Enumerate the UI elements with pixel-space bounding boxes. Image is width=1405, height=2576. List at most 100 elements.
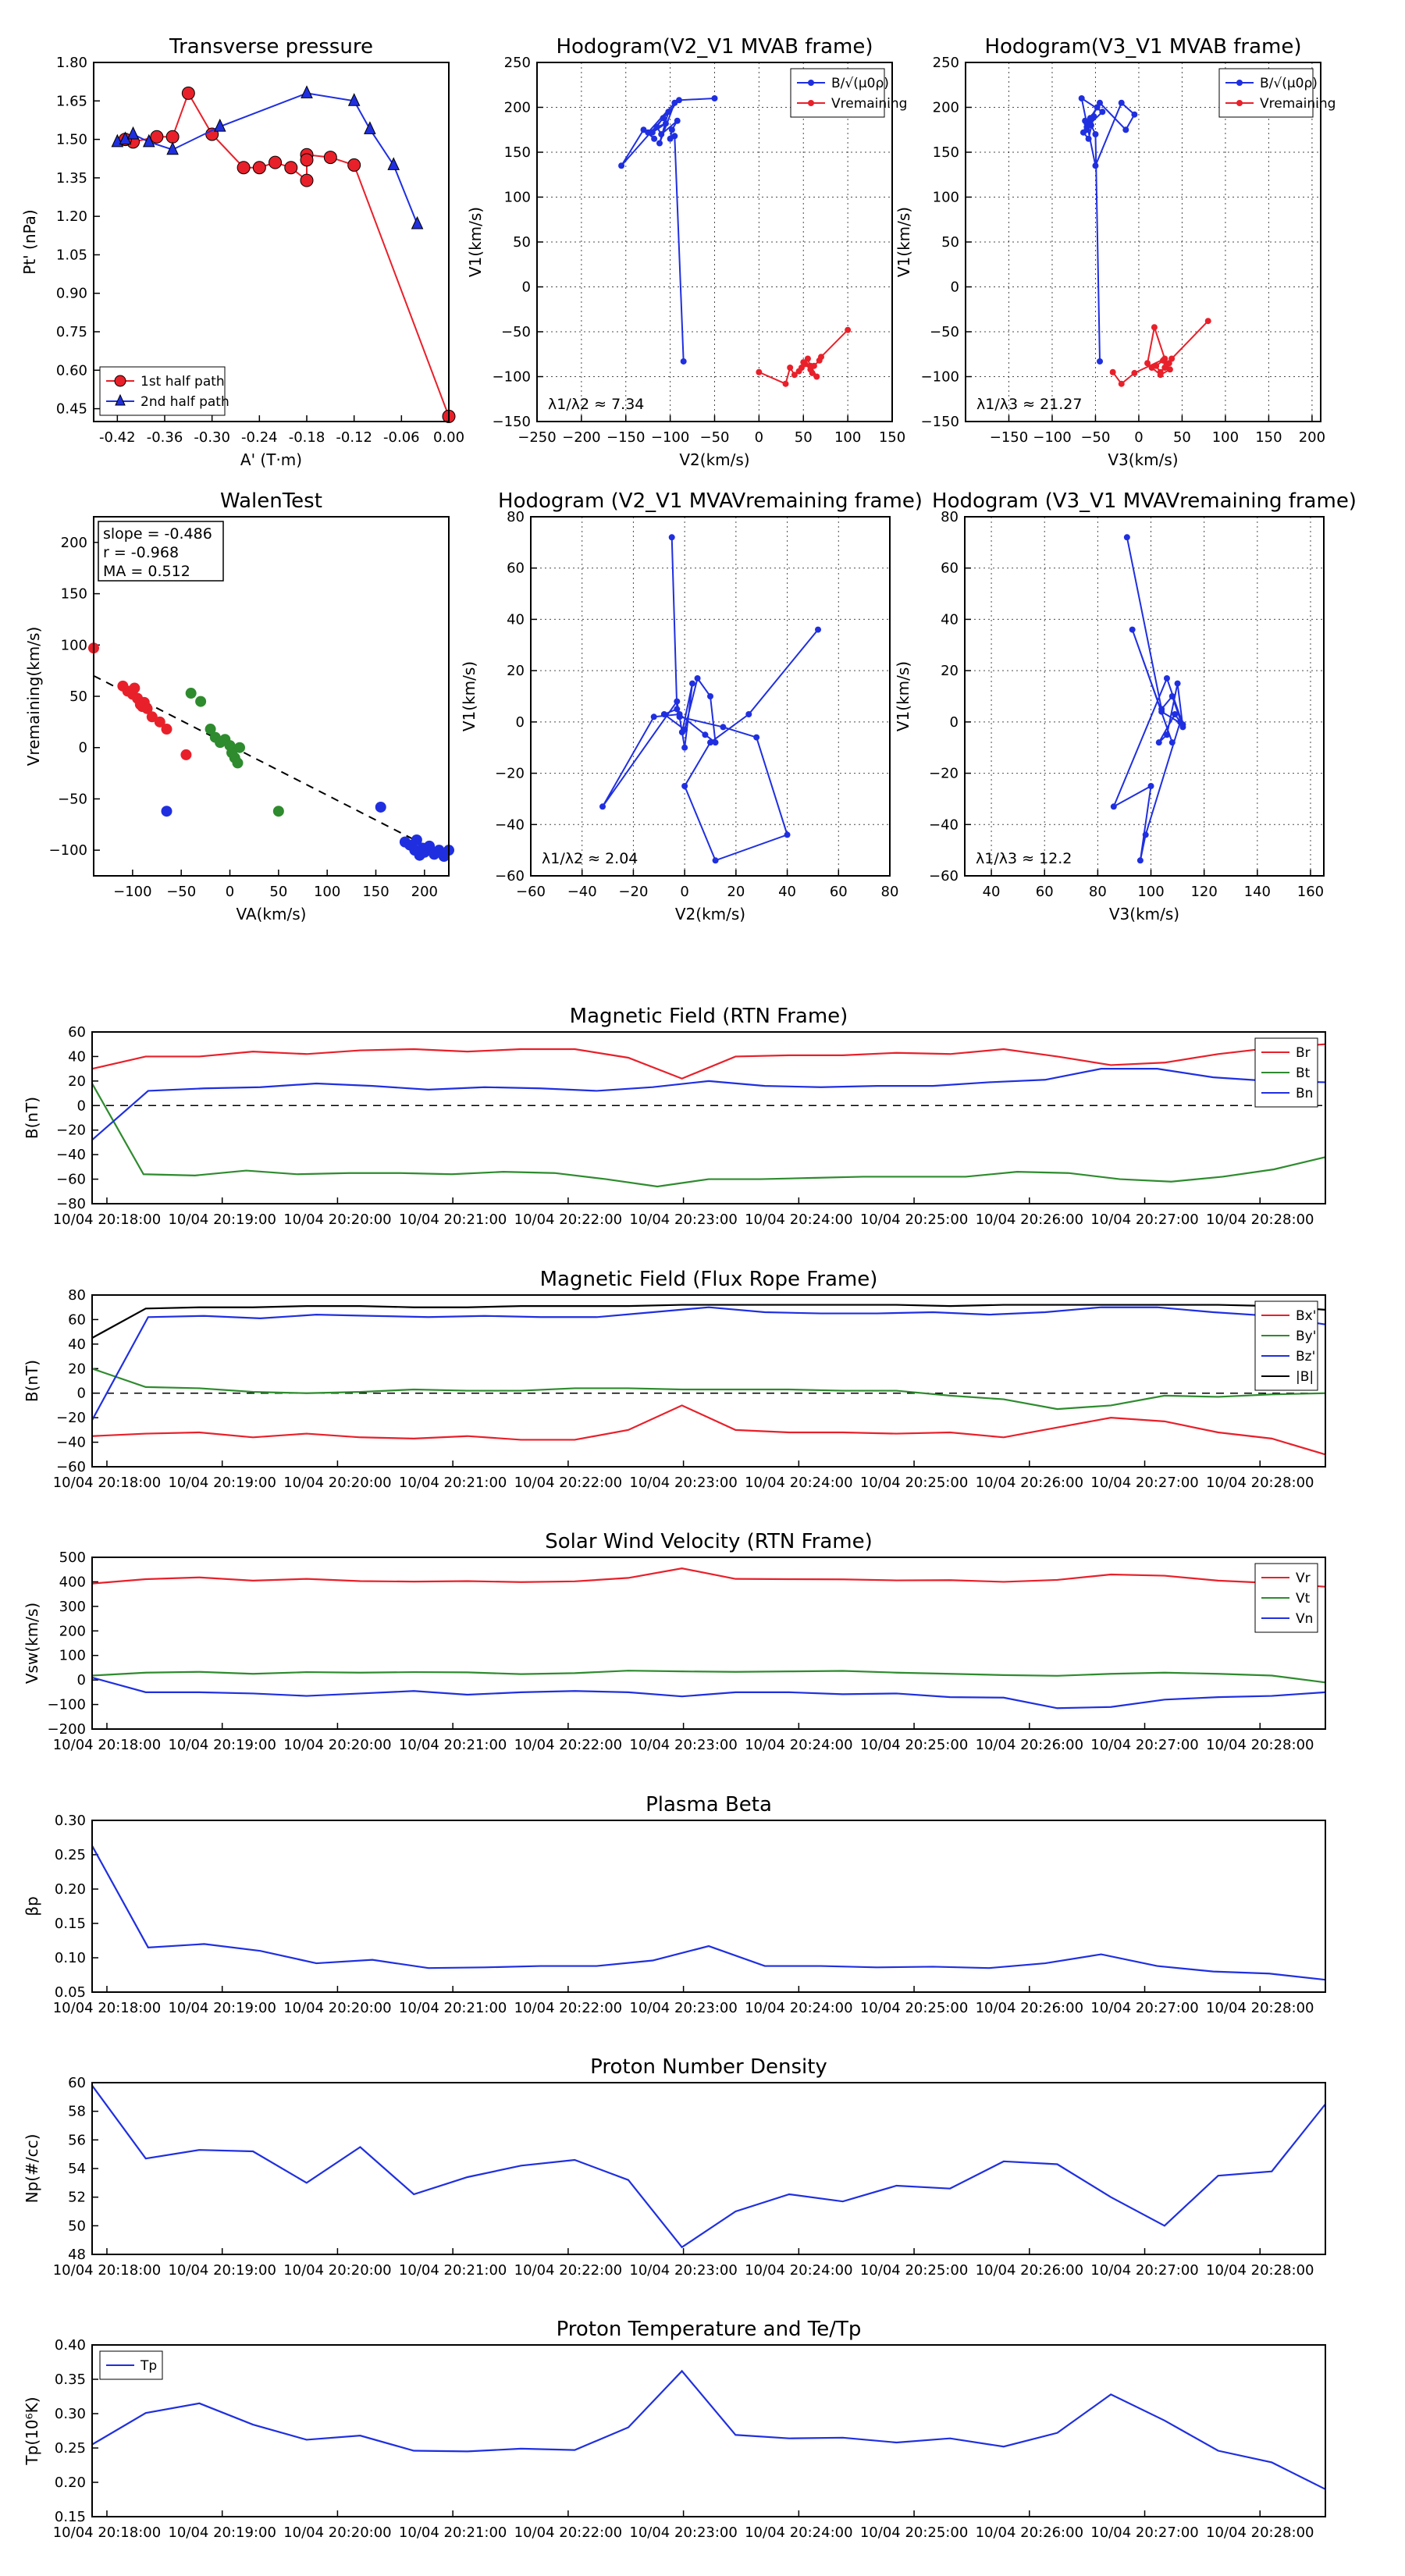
h3-ytick-label: 60	[507, 560, 525, 577]
walen-xtick-label: 150	[362, 884, 389, 900]
pt-point	[300, 153, 314, 167]
h2-legend-marker	[1236, 80, 1243, 86]
bflux-xtick-label: 10/04 20:28:00	[1206, 1475, 1314, 1491]
np-chart: 10/04 20:18:00 10/04 20:19:00 10/04 20:20:…	[23, 2055, 1326, 2279]
bflux-ytick-label: 20	[68, 1361, 86, 1377]
tp-axes-frame	[91, 2344, 1326, 2517]
h4-point	[1163, 675, 1170, 681]
walen-ytick-label: 0	[79, 740, 87, 756]
pt-ytick-label: 1.65	[56, 93, 87, 109]
h1-ytick-label: 150	[504, 144, 531, 161]
h1-legend-box	[790, 68, 885, 118]
vsw-xtick-label: 10/04 20:28:00	[1206, 1737, 1314, 1753]
pt-ytick-label: 0.75	[56, 324, 87, 340]
h2-title: Hodogram(V3_V1 MVAB frame)	[984, 35, 1301, 59]
h2-xtick-label: −50	[1080, 429, 1110, 446]
pt-point	[300, 173, 314, 187]
bflux-title: Magnetic Field (Flux Rope Frame)	[540, 1268, 878, 1291]
vsw-ytick-label: 200	[59, 1623, 86, 1639]
walen-xtick-label: 0	[226, 884, 234, 900]
vsw-ytick-label: 100	[59, 1648, 86, 1664]
h1-ytick-label: −150	[493, 414, 531, 430]
walen-ylabel: Vremaining(km/s)	[24, 627, 43, 767]
tp-title: Proton Temperature and Te/Tp	[557, 2318, 862, 2341]
pt-legend-label: 1st half path	[140, 374, 225, 390]
vsw-ytick-label: −200	[48, 1721, 86, 1738]
h2-ytick-label: 250	[933, 55, 959, 71]
vsw-xtick-label: 10/04 20:19:00	[168, 1737, 276, 1753]
h1-point	[651, 135, 658, 142]
walen-xtick-label: 200	[411, 884, 438, 900]
walen-xtick-label: 50	[269, 884, 287, 900]
pt-ylabel: Pt' (nPa)	[20, 209, 39, 274]
pt-xtick-label: 0.00	[433, 429, 464, 446]
h1-point	[756, 368, 763, 375]
pt-series-line	[125, 91, 450, 417]
pt-xtick-label: -0.36	[147, 429, 183, 446]
bflux-legend-label: |B|	[1296, 1369, 1314, 1385]
h2-annotation: λ1/λ3 ≈ 21.27	[976, 396, 1082, 413]
h2-point	[1122, 126, 1129, 133]
bfield-title: Magnetic Field (RTN Frame)	[570, 1005, 848, 1028]
tp-series-Tp	[91, 2369, 1326, 2490]
h3-point	[681, 744, 688, 751]
np-xtick-label: 10/04 20:18:00	[53, 2262, 161, 2279]
vsw-xtick-label: 10/04 20:26:00	[976, 1737, 1083, 1753]
beta-title: Plasma Beta	[646, 1793, 772, 1816]
h4-xtick-label: 80	[1089, 884, 1107, 900]
h4-point	[1136, 857, 1144, 864]
bflux-xtick-label: 10/04 20:19:00	[168, 1475, 276, 1491]
h1-point	[665, 109, 672, 116]
h4-point	[1110, 803, 1117, 810]
h2-point	[1092, 131, 1099, 137]
bflux-xtick-label: 10/04 20:24:00	[745, 1475, 852, 1491]
vsw-legend-label: Vt	[1296, 1591, 1311, 1606]
walen-point	[185, 688, 197, 699]
bfield-ytick-label: 20	[68, 1073, 86, 1090]
h1-point	[676, 97, 682, 104]
h2-xtick-label: −100	[1033, 429, 1071, 446]
pt-xtick-label: -0.12	[336, 429, 372, 446]
h1-point	[787, 365, 794, 371]
np-xtick-label: 10/04 20:26:00	[976, 2262, 1083, 2279]
walen-ytick-label: 200	[61, 535, 87, 551]
h2-ytick-label: −150	[921, 414, 959, 430]
bflux-series-Bz	[91, 1306, 1326, 1421]
beta-xtick-label: 10/04 20:26:00	[976, 2000, 1083, 2016]
np-xtick-label: 10/04 20:27:00	[1090, 2262, 1198, 2279]
np-ytick-label: 52	[68, 2190, 86, 2206]
h2-ytick-label: 150	[933, 144, 959, 161]
h3-xtick-label: 40	[778, 884, 796, 900]
tp-xtick-label: 10/04 20:24:00	[745, 2524, 852, 2541]
tp-chart: 10/04 20:18:00 10/04 20:19:00 10/04 20:20:…	[23, 2318, 1326, 2541]
h4-axes-frame	[964, 516, 1325, 877]
h2-xtick-label: 0	[1134, 429, 1143, 446]
h4-xtick-label: 100	[1137, 884, 1164, 900]
pt-point	[347, 158, 361, 172]
h1-xlabel: V2(km/s)	[679, 450, 749, 469]
walen-point	[141, 703, 153, 714]
h3-point	[681, 783, 688, 789]
h2-point	[1166, 366, 1173, 373]
np-xtick-label: 10/04 20:25:00	[860, 2262, 968, 2279]
walen-xlabel: VA(km/s)	[237, 905, 307, 923]
walen-point	[375, 801, 386, 813]
h2-point	[1163, 361, 1170, 368]
pt-xtick-label: -0.30	[194, 429, 230, 446]
tp-xtick-label: 10/04 20:19:00	[168, 2524, 276, 2541]
beta-ytick-label: 0.10	[55, 1950, 86, 1966]
h1-point	[711, 95, 718, 101]
walen-slope: slope = -0.486	[103, 525, 212, 543]
vsw-legend-label: Vr	[1296, 1571, 1311, 1586]
h1-ytick-label: 250	[504, 55, 531, 71]
np-xtick-label: 10/04 20:19:00	[168, 2262, 276, 2279]
h2-xtick-label: 150	[1255, 429, 1282, 446]
vsw-ytick-label: 300	[59, 1599, 86, 1615]
walen-point	[146, 711, 158, 723]
pt-point	[126, 126, 140, 140]
h3-xtick-label: 20	[727, 884, 745, 900]
np-ytick-label: 58	[68, 2104, 86, 2120]
vsw-xtick-label: 10/04 20:21:00	[399, 1737, 507, 1753]
h1-legend-marker	[808, 80, 814, 86]
np-ytick-label: 60	[68, 2075, 86, 2091]
